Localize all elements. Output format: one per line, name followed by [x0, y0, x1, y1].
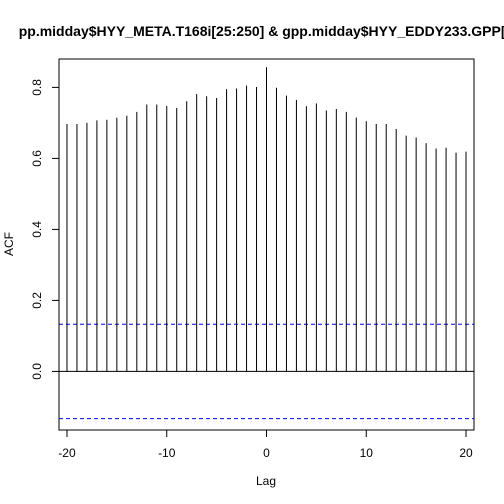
y-axis-label: ACF	[2, 232, 16, 256]
y-tick-label: 0.8	[30, 79, 44, 96]
x-tick-label: -10	[158, 446, 176, 460]
y-tick-label: 0.0	[30, 363, 44, 380]
x-tick-label: 10	[360, 446, 374, 460]
x-axis-label: Lag	[256, 474, 276, 488]
x-tick-label: 20	[459, 446, 473, 460]
chart-title: pp.midday$HYY_META.T168i[25:250] & gpp.m…	[19, 23, 504, 39]
y-tick-label: 0.4	[30, 221, 44, 238]
acf-bars	[66, 67, 467, 372]
y-tick-label: 0.2	[30, 292, 44, 309]
x-tick-label: 0	[263, 446, 270, 460]
x-tick-label: -20	[58, 446, 76, 460]
y-axis: 0.0 0.2 0.4 0.6 0.8	[30, 79, 60, 380]
y-tick-label: 0.6	[30, 150, 44, 167]
x-axis: -20 -10 0 10 20	[58, 429, 473, 460]
